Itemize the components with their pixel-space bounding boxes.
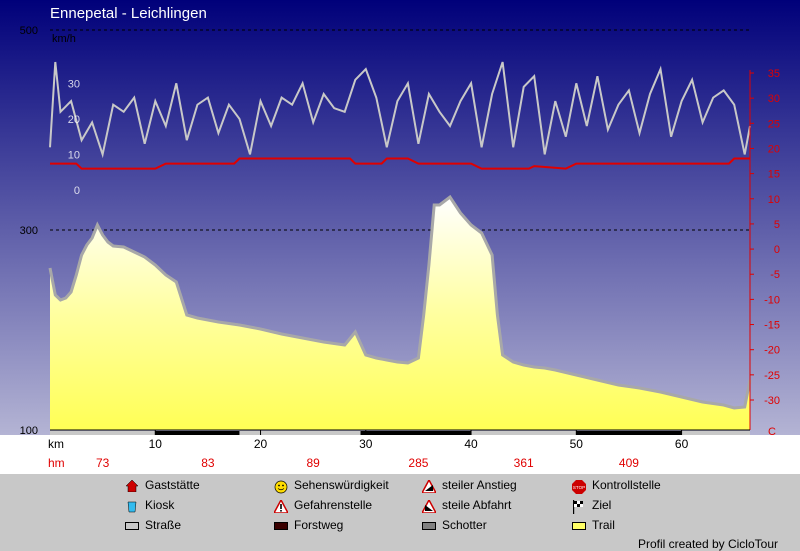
legend-label: steiler Anstieg	[442, 478, 517, 492]
legend-item: Ziel	[572, 498, 612, 514]
surface-segment	[239, 431, 361, 435]
legend-label: Ziel	[592, 498, 612, 512]
legend-label: steile Abfahrt	[442, 498, 512, 512]
temperature-tick-label: -25	[764, 370, 780, 382]
legend-item: Schotter	[422, 518, 487, 532]
legend-item: Straße	[125, 518, 181, 532]
temperature-tick-label: -15	[764, 320, 780, 332]
surface-segment	[50, 431, 156, 435]
elevation-tick-label: 500	[20, 25, 38, 37]
x-tick-label: 60	[675, 437, 689, 451]
legend-label: Forstweg	[294, 518, 344, 532]
speed-tick-label: 30	[68, 78, 80, 90]
road-swatch	[125, 521, 139, 530]
surface-segment	[681, 431, 750, 435]
legend-item: Gefahrenstelle	[272, 498, 373, 514]
hm-value: 361	[514, 456, 534, 470]
hm-label: hm	[48, 456, 65, 470]
x-tick-label: 20	[254, 437, 268, 451]
temperature-tick-label: -10	[764, 294, 780, 306]
steep-descent-icon	[420, 498, 438, 514]
surface-segment	[155, 431, 240, 435]
temperature-tick-label: 0	[774, 244, 780, 256]
speed-tick-label: 10	[68, 149, 80, 161]
legend-label: Sehenswürdigkeit	[294, 478, 389, 492]
credit-text: Profil created by CicloTour	[637, 537, 778, 551]
temperature-tick-label: 15	[768, 169, 780, 181]
legend: Gaststätte Sehenswürdigkeit steiler Anstie…	[12, 474, 788, 536]
temperature-tick-label: 35	[768, 68, 780, 80]
legend-label: Schotter	[442, 518, 487, 532]
chart-title: Ennepetal - Leichlingen	[50, 5, 207, 22]
forest-track-swatch	[274, 521, 288, 530]
x-tick-label: 50	[570, 437, 584, 451]
elevation-profile-chart: 100300500km/h010203035302520151050-5-10-…	[0, 0, 800, 474]
x-tick-label: 40	[464, 437, 478, 451]
legend-item: steile Abfahrt	[420, 498, 512, 514]
elevation-tick-label: 100	[20, 425, 38, 437]
surface-segment	[576, 431, 682, 435]
temperature-tick-label: -5	[770, 269, 780, 281]
legend-label: Trail	[592, 518, 615, 532]
temperature-tick-label: 30	[768, 93, 780, 105]
temperature-tick-label: 25	[768, 118, 780, 130]
hm-value: 89	[306, 456, 320, 470]
temperature-tick-label: 10	[768, 194, 780, 206]
legend-label: Kiosk	[145, 498, 175, 512]
x-tick-label: 30	[359, 437, 373, 451]
legend-item: Kiosk	[125, 498, 175, 513]
x-tick-label: 10	[149, 437, 163, 451]
elevation-line	[48, 194, 752, 410]
gravel-swatch	[422, 521, 436, 530]
temperature-tick-label: -20	[764, 345, 780, 357]
hm-value: 409	[619, 456, 639, 470]
hm-value: 83	[201, 456, 215, 470]
legend-item: Sehenswürdigkeit	[274, 478, 389, 494]
legend-label: Gefahrenstelle	[294, 498, 373, 512]
speed-tick-label: 20	[68, 114, 80, 126]
house-icon	[125, 479, 139, 493]
temperature-line	[50, 157, 750, 170]
trail-swatch	[572, 521, 586, 530]
hm-value: 285	[408, 456, 428, 470]
cup-icon	[125, 500, 139, 513]
temperature-unit-label: C	[768, 426, 776, 438]
warning-icon	[272, 498, 290, 514]
speed-axis-label: km/h	[52, 33, 76, 45]
svg-text:STOP: STOP	[573, 485, 585, 490]
legend-item: Trail	[572, 518, 615, 532]
surface-segment	[360, 431, 472, 435]
legend-label: Kontrollstelle	[592, 478, 661, 492]
x-axis-label: km	[48, 437, 64, 451]
speed-tick-label: 0	[74, 185, 80, 197]
surface-segment	[471, 431, 577, 435]
speed-line	[49, 61, 751, 159]
elevation-area	[50, 197, 750, 430]
legend-item: steiler Anstieg	[420, 478, 517, 494]
legend-item: Gaststätte	[125, 478, 200, 493]
finish-flag-icon	[572, 499, 586, 514]
temperature-tick-label: 5	[774, 219, 780, 231]
temperature-tick-label: -30	[764, 395, 780, 407]
legend-label: Gaststätte	[145, 478, 200, 492]
steep-climb-icon	[420, 478, 438, 494]
legend-label: Straße	[145, 518, 182, 532]
elevation-tick-label: 300	[20, 225, 38, 237]
temperature-tick-label: 20	[768, 143, 780, 155]
axis-strip	[0, 435, 800, 474]
smiley-icon	[274, 480, 288, 494]
stop-icon: STOP	[572, 479, 586, 494]
legend-item: Forstweg	[274, 518, 343, 532]
hm-value: 73	[96, 456, 110, 470]
legend-item: STOP Kontrollstelle	[572, 478, 661, 494]
